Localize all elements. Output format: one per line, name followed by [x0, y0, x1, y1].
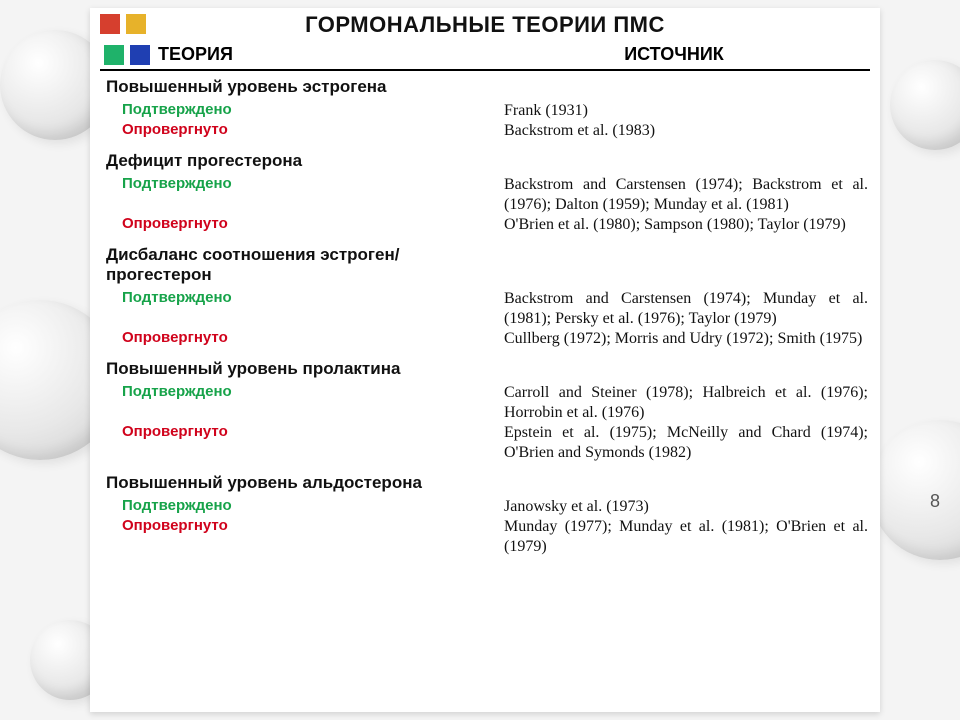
header-theory: ТЕОРИЯ — [150, 44, 478, 65]
theory-entry: Повышенный уровень пролактинаПодтвержден… — [112, 359, 868, 463]
disproved-label: Опровергнуто — [112, 121, 492, 138]
background-bubble — [890, 60, 960, 150]
sub-swatches — [100, 45, 150, 65]
column-headers: ТЕОРИЯ ИСТОЧНИК — [100, 40, 870, 71]
disproved-sources: Munday (1977); Munday et al. (1981); O'B… — [504, 517, 868, 557]
theory-entry: Повышенный уровень эстрогенаПодтверждено… — [112, 77, 868, 141]
confirmed-sources: Janowsky et al. (1973) — [504, 497, 868, 517]
confirmed-label: Подтверждено — [112, 175, 492, 192]
confirmed-label: Подтверждено — [112, 101, 492, 118]
header-source: ИСТОЧНИК — [478, 44, 870, 65]
disproved-label: Опровергнуто — [112, 517, 492, 534]
swatch-blue — [130, 45, 150, 65]
confirmed-label: Подтверждено — [112, 497, 492, 514]
background-bubble — [870, 420, 960, 560]
page-number: 8 — [930, 491, 940, 512]
slide-header: ГОРМОНАЛЬНЫЕ ТЕОРИИ ПМС ТЕОРИЯ ИСТОЧНИК — [90, 8, 880, 71]
swatch-red — [100, 14, 120, 34]
theory-name: Повышенный уровень пролактина — [106, 359, 492, 379]
disproved-sources: Cullberg (1972); Morris and Udry (1972);… — [504, 329, 868, 349]
swatch-green — [104, 45, 124, 65]
theory-name: Дисбаланс соотношения эстроген/прогестер… — [106, 245, 492, 285]
theory-name: Дефицит прогестерона — [106, 151, 492, 171]
confirmed-sources: Backstrom and Carstensen (1974); Munday … — [504, 289, 868, 329]
disproved-label: Опровергнуто — [112, 423, 492, 440]
disproved-label: Опровергнуто — [112, 329, 492, 346]
entries-list: Повышенный уровень эстрогена Подтверждено… — [90, 71, 880, 557]
disproved-sources: Epstein et al. (1975); McNeilly and Char… — [504, 423, 868, 463]
confirmed-sources: Carroll and Steiner (1978); Halbreich et… — [504, 383, 868, 423]
disproved-label: Опровергнуто — [112, 215, 492, 232]
disproved-sources: Backstrom et al. (1983) — [504, 121, 868, 141]
confirmed-label: Подтверждено — [112, 383, 492, 400]
confirmed-sources: Backstrom and Carstensen (1974); Backstr… — [504, 175, 868, 215]
slide-title: ГОРМОНАЛЬНЫЕ ТЕОРИИ ПМС — [100, 12, 870, 38]
confirmed-sources: Frank (1931) — [504, 101, 868, 121]
theory-entry: Дефицит прогестеронаПодтвержденоBackstro… — [112, 151, 868, 235]
theory-entry: Повышенный уровень альдостеронаПодтвержд… — [112, 473, 868, 557]
theory-name: Повышенный уровень эстрогена — [106, 77, 492, 97]
swatch-yellow — [126, 14, 146, 34]
theory-name: Повышенный уровень альдостерона — [106, 473, 492, 493]
slide-card: ГОРМОНАЛЬНЫЕ ТЕОРИИ ПМС ТЕОРИЯ ИСТОЧНИК … — [90, 8, 880, 712]
disproved-sources: O'Brien et al. (1980); Sampson (1980); T… — [504, 215, 868, 235]
theory-entry: Дисбаланс соотношения эстроген/прогестер… — [112, 245, 868, 349]
confirmed-label: Подтверждено — [112, 289, 492, 306]
